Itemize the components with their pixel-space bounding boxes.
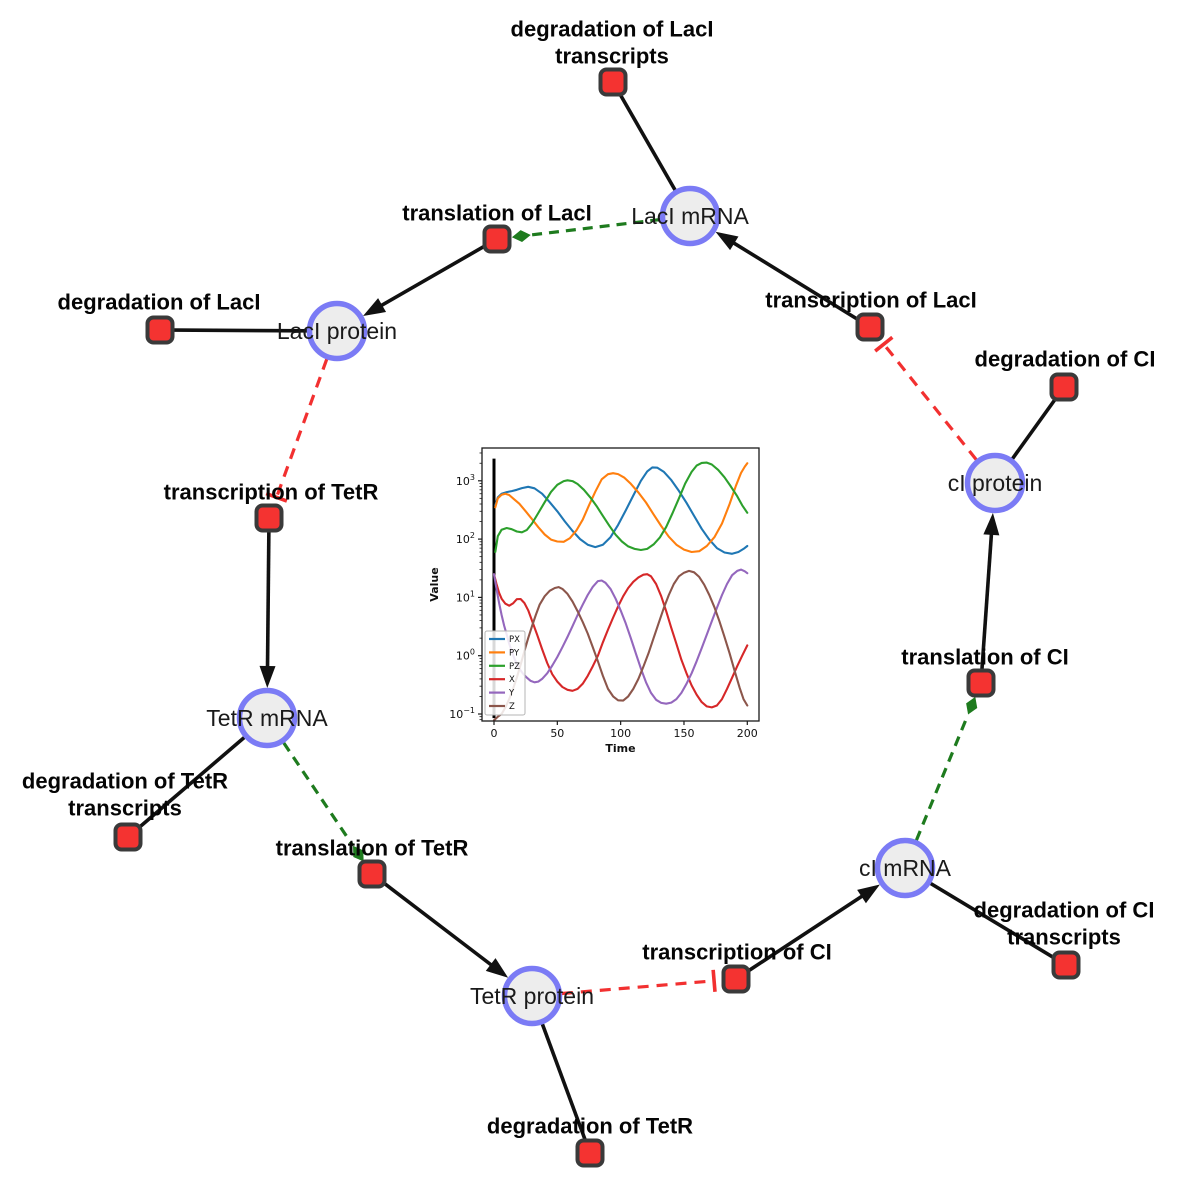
arrowhead-icon — [363, 298, 387, 317]
diamond-arrowhead-icon — [966, 696, 978, 715]
reaction-node-degradation-of-ci[interactable] — [1049, 372, 1079, 402]
reaction-label-translation-of-laci: translation of LacI — [402, 201, 591, 226]
reaction-label-transcription-of-tetr: transcription of TetR — [164, 480, 379, 505]
reaction-label-degradation-of-tetr-transcripts: transcripts — [68, 796, 182, 821]
reaction-label-transcription-of-laci: transcription of LacI — [765, 288, 976, 313]
reaction-label-degradation-of-ci-transcripts: degradation of CI — [974, 898, 1155, 923]
edge-modifier-tetr-mrna-to-translation-of-tetr — [282, 741, 364, 862]
y-axis-label: Value — [428, 567, 441, 601]
edge-production-translation-of-tetr-to-tetr-protein — [382, 881, 509, 978]
series-line-z — [492, 569, 749, 721]
reaction-node-transcription-of-ci[interactable] — [721, 964, 751, 994]
series-line-px — [494, 466, 749, 555]
y-tick-label: 100 — [456, 648, 475, 663]
edge-modifier-laci-mrna-to-translation-of-laci — [511, 217, 661, 243]
reaction-label-degradation-of-laci-transcripts: degradation of LacI — [511, 17, 714, 42]
y-tick-label: 10−1 — [449, 706, 475, 721]
inhibition-tbar-icon — [265, 491, 288, 503]
arrowhead-icon — [259, 665, 276, 689]
species-node-tetr-protein[interactable] — [501, 965, 563, 1027]
arrowhead-icon — [983, 512, 1000, 536]
edge-modifier-ci-mrna-to-translation-of-ci — [914, 696, 978, 841]
reaction-label-degradation-of-laci: degradation of LacI — [58, 290, 261, 315]
edge-consumption-ci-protein-to-degradation-of-ci — [1011, 397, 1058, 460]
reaction-label-degradation-of-tetr: degradation of TetR — [487, 1114, 693, 1139]
x-tick-label: 50 — [550, 727, 564, 740]
edge-inhibition-tetr-protein-to-transcription-of-ci — [561, 969, 717, 996]
legend-label-x: X — [509, 675, 515, 685]
arrowhead-icon — [857, 884, 880, 904]
species-node-laci-protein[interactable] — [306, 300, 368, 362]
labels-layer: LacI mRNA LacI protein cI protein TetR mRNA… — [22, 17, 1156, 1139]
inhibition-tbar-icon — [874, 335, 894, 353]
series-line-pz — [494, 461, 749, 554]
reaction-label-degradation-of-ci: degradation of CI — [975, 347, 1156, 372]
x-tick-label: 0 — [491, 727, 498, 740]
species-label-ci-protein: cI protein — [948, 470, 1043, 496]
reaction-label-degradation-of-tetr-transcripts: degradation of TetR — [22, 769, 228, 794]
edge-consumption-ci-mrna-to-degradation-of-ci-transcripts — [929, 881, 1055, 960]
y-tick-label: 102 — [456, 531, 475, 546]
reaction-node-translation-of-tetr[interactable] — [357, 859, 387, 889]
species-label-tetr-mrna: TetR mRNA — [206, 705, 328, 731]
edge-inhibition-laci-protein-to-transcription-of-tetr — [265, 358, 329, 503]
reaction-node-translation-of-ci[interactable] — [966, 668, 996, 698]
diamond-arrowhead-icon — [511, 230, 531, 243]
reaction-node-transcription-of-laci[interactable] — [855, 312, 885, 342]
species-label-laci-mrna: LacI mRNA — [631, 203, 749, 229]
edge-inhibition-ci-protein-to-transcription-of-laci — [874, 335, 978, 461]
reaction-node-degradation-of-laci[interactable] — [145, 315, 175, 345]
legend-label-z: Z — [509, 702, 515, 712]
species-node-ci-protein[interactable] — [964, 452, 1026, 514]
species-node-tetr-mrna[interactable] — [236, 687, 298, 749]
edge-production-transcription-of-ci-to-ci-mrna — [746, 884, 880, 973]
edge-consumption-laci-protein-to-degradation-of-laci — [173, 328, 308, 333]
reaction-node-degradation-of-tetr[interactable] — [575, 1138, 605, 1168]
edge-consumption-tetr-protein-to-degradation-of-tetr — [540, 1023, 587, 1141]
arrowhead-icon — [485, 958, 509, 978]
reaction-node-degradation-of-tetr-transcripts[interactable] — [113, 822, 143, 852]
y-tick-label: 103 — [456, 473, 475, 488]
legend-label-y: Y — [508, 689, 515, 699]
series-line-x — [492, 573, 749, 709]
x-axis-label: Time — [605, 742, 635, 755]
species-label-ci-mrna: cI mRNA — [859, 855, 952, 881]
legend-label-py: PY — [509, 648, 520, 658]
edge-production-translation-of-ci-to-ci-protein — [980, 512, 1000, 670]
edge-production-transcription-of-tetr-to-tetr-mrna — [259, 531, 276, 689]
edge-consumption-tetr-mrna-to-degradation-of-tetr-transcripts — [137, 736, 246, 830]
reaction-node-transcription-of-tetr[interactable] — [254, 503, 284, 533]
x-tick-label: 200 — [737, 727, 758, 740]
series-line-py — [494, 462, 749, 554]
species-label-tetr-protein: TetR protein — [470, 983, 594, 1009]
edge-production-translation-of-laci-to-laci-protein — [363, 244, 486, 317]
reaction-label-translation-of-tetr: translation of TetR — [276, 836, 469, 861]
diamond-arrowhead-icon — [353, 845, 364, 862]
inhibition-tbar-icon — [711, 969, 717, 992]
edges-layer — [137, 93, 1058, 1141]
arrowhead-icon — [715, 231, 739, 251]
chart-legend: PX PY PZ XYZ — [484, 630, 526, 716]
species-label-laci-protein: LacI protein — [277, 318, 397, 344]
species-node-laci-mrna[interactable] — [659, 185, 721, 247]
edge-production-transcription-of-laci-to-laci-mrna — [715, 231, 860, 322]
y-tick-label: 101 — [456, 589, 475, 604]
reaction-label-degradation-of-ci-transcripts: transcripts — [1007, 925, 1121, 950]
edge-consumption-laci-mrna-to-degradation-of-laci-transcripts — [618, 93, 677, 191]
species-node-ci-mrna[interactable] — [874, 837, 936, 899]
legend-label-px: PX — [509, 635, 520, 645]
reaction-label-degradation-of-laci-transcripts: transcripts — [555, 44, 669, 69]
reaction-node-degradation-of-laci-transcripts[interactable] — [598, 67, 628, 97]
legend-label-pz: PZ — [509, 662, 520, 672]
nodes-layer — [113, 67, 1081, 1168]
x-tick-label: 100 — [610, 727, 631, 740]
x-tick-label: 150 — [673, 727, 694, 740]
reaction-node-translation-of-laci[interactable] — [482, 224, 512, 254]
reaction-label-transcription-of-ci: transcription of CI — [642, 940, 831, 965]
reaction-label-translation-of-ci: translation of CI — [901, 645, 1068, 670]
reaction-node-degradation-of-ci-transcripts[interactable] — [1051, 950, 1081, 980]
